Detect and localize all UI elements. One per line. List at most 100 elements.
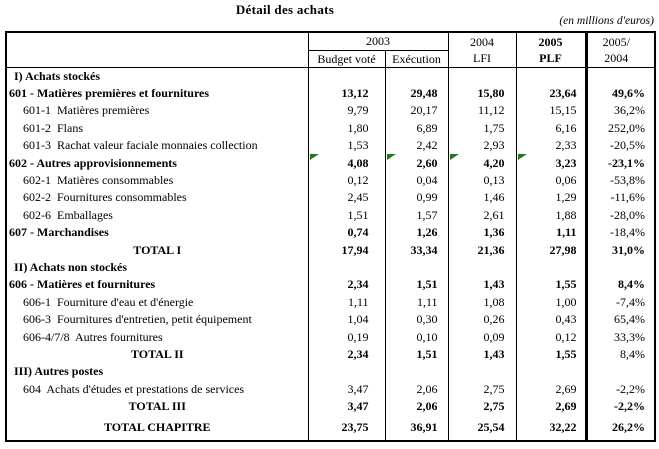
table-header: 2003 2004 LFI 2005 PLF 2005/ 2004 Budget… [5, 31, 656, 68]
cell-ratio: -53,8% [584, 171, 655, 189]
cell-plf [515, 258, 586, 276]
cell-ratio: -23,1% [584, 153, 655, 172]
cell-lfi: 11,12 [447, 101, 516, 120]
table-row: TOTAL II 2,34 1,51 1,43 1,55 8,4% [5, 345, 655, 363]
row-label: 604 Achats d'études et prestations de se… [5, 380, 308, 398]
cell-budget-vote: 0,74 [307, 223, 385, 241]
table-title: Détail des achats [235, 2, 335, 17]
cell-ratio: -7,4% [584, 293, 655, 311]
cell-ratio: -18,4% [584, 223, 655, 241]
cell-ratio: -11,6% [584, 188, 655, 207]
table-row: III) Autres postes [5, 362, 655, 381]
cell-ratio: 33,3% [584, 327, 655, 346]
cell-lfi: 2,61 [447, 206, 516, 224]
cell-execution: 20,17 [384, 101, 448, 120]
header-ratio-2005-2004: 2005/ 2004 [584, 31, 656, 68]
cell-lfi: 25,54 [447, 414, 516, 441]
cell-execution: 2,42 [384, 136, 448, 154]
cell-budget-vote: 4,08 [307, 153, 385, 172]
table-row: 606-1 Fourniture d'eau et d'énergie 1,11 1… [5, 293, 655, 311]
cell-budget-vote [307, 67, 385, 85]
cell-budget-vote: 1,53 [307, 136, 385, 154]
comment-marker-icon [309, 153, 319, 160]
cell-lfi: 1,75 [447, 119, 516, 137]
cell-lfi: 0,13 [447, 171, 516, 189]
cell-lfi: 1,43 [447, 275, 516, 294]
cell-plf: 1,29 [515, 188, 586, 207]
header-2005-year: 2005 [538, 34, 563, 49]
cell-budget-vote: 17,94 [307, 240, 385, 259]
cell-plf: 15,15 [515, 101, 586, 120]
achats-table: 2003 2004 LFI 2005 PLF 2005/ 2004 Budget… [5, 31, 656, 442]
cell-plf [515, 362, 586, 381]
cell-plf: 32,22 [515, 414, 586, 441]
row-label: 606-1 Fourniture d'eau et d'énergie [5, 293, 308, 311]
row-label: 601-1 Matières premières [5, 101, 308, 120]
cell-execution [384, 67, 448, 85]
table-row: 601-1 Matières premières 9,79 20,17 11,12 15… [5, 101, 655, 120]
cell-lfi: 1,08 [447, 293, 516, 311]
header-2004-lfi-label: LFI [473, 50, 491, 65]
cell-plf: 1,55 [515, 275, 586, 294]
cell-plf: 23,64 [515, 84, 586, 102]
table-row: 601-3 Rachat valeur faciale monnaies col… [5, 136, 655, 154]
row-label: 602 - Autres approvisionnements [5, 153, 308, 172]
cell-ratio: -2,2% [584, 397, 655, 415]
cell-ratio: 36,2% [584, 101, 655, 120]
header-2003-group: 2003 [307, 31, 449, 51]
row-label: TOTAL I [5, 240, 308, 259]
cell-execution: 0,10 [384, 327, 448, 346]
cell-budget-vote [307, 362, 385, 381]
cell-budget-vote: 13,12 [307, 84, 385, 102]
cell-budget-vote: 1,51 [307, 206, 385, 224]
header-execution: Exécution [384, 49, 449, 68]
cell-ratio: 65,4% [584, 310, 655, 328]
table-row: 606-4/7/8 Autres fournitures 0,19 0,10 0,09… [5, 327, 655, 346]
cell-budget-vote: 1,11 [307, 293, 385, 311]
cell-plf: 2,33 [515, 136, 586, 154]
cell-budget-vote: 2,45 [307, 188, 385, 207]
cell-ratio: -20,5% [584, 136, 655, 154]
row-label: 602-2 Fournitures consommables [5, 188, 308, 207]
comment-marker-icon [517, 153, 527, 160]
cell-lfi: 1,36 [447, 223, 516, 241]
table-row: II) Achats non stockés [5, 258, 655, 276]
header-2005-plf-label: PLF [539, 50, 562, 65]
table-row: TOTAL I 17,94 33,34 21,36 27,98 31,0% [5, 240, 655, 259]
cell-ratio [584, 67, 655, 85]
cell-ratio: -2,2% [584, 380, 655, 398]
cell-plf: 27,98 [515, 240, 586, 259]
row-label: 602-6 Emballages [5, 206, 308, 224]
cell-plf [515, 67, 586, 85]
cell-lfi: 15,80 [447, 84, 516, 102]
header-empty [5, 31, 309, 68]
cell-ratio: 8,4% [584, 345, 655, 363]
cell-lfi: 2,75 [447, 380, 516, 398]
cell-budget-vote: 2,34 [307, 345, 385, 363]
table-row: 602-1 Matières consommables 0,12 0,04 0,13 0… [5, 171, 655, 189]
row-label: TOTAL CHAPITRE [5, 414, 308, 441]
cell-execution: 1,57 [384, 206, 448, 224]
comment-marker-icon [386, 153, 396, 160]
row-label: III) Autres postes [5, 362, 308, 381]
table-row: 606-3 Fournitures d'entretien, petit équ… [5, 310, 655, 328]
cell-lfi: 2,93 [447, 136, 516, 154]
cell-lfi: 2,75 [447, 397, 516, 415]
header-2004-lfi: 2004 LFI [447, 31, 517, 68]
cell-execution: 0,30 [384, 310, 448, 328]
header-2004-year: 2004 [470, 34, 494, 49]
table-row: 601 - Matières premières et fournitures 1… [5, 84, 655, 102]
header-ratio-line1: 2005/ [602, 34, 630, 49]
cell-lfi: 21,36 [447, 240, 516, 259]
row-label: TOTAL II [5, 345, 308, 363]
row-label: 607 - Marchandises [5, 223, 308, 241]
cell-budget-vote: 1,04 [307, 310, 385, 328]
cell-budget-vote: 2,34 [307, 275, 385, 294]
cell-plf: 6,16 [515, 119, 586, 137]
cell-budget-vote: 3,47 [307, 380, 385, 398]
row-label: 601-2 Flans [5, 119, 308, 137]
header-row-2: Budget voté Exécution [6, 49, 655, 68]
table-row: 602 - Autres approvisionnements 4,08 2,60 4… [5, 153, 655, 172]
cell-lfi: 4,20 [447, 153, 516, 172]
cell-execution: 29,48 [384, 84, 448, 102]
